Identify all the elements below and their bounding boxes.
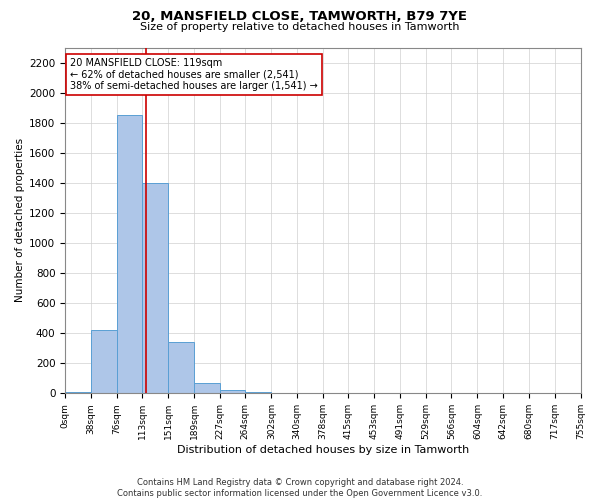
Bar	[142, 183, 168, 394]
Bar	[65, 392, 91, 394]
Bar	[117, 115, 142, 394]
Bar	[168, 342, 194, 394]
Text: 20 MANSFIELD CLOSE: 119sqm
← 62% of detached houses are smaller (2,541)
38% of s: 20 MANSFIELD CLOSE: 119sqm ← 62% of deta…	[70, 58, 318, 91]
Text: Size of property relative to detached houses in Tamworth: Size of property relative to detached ho…	[140, 22, 460, 32]
Text: Contains HM Land Registry data © Crown copyright and database right 2024.
Contai: Contains HM Land Registry data © Crown c…	[118, 478, 482, 498]
Bar	[91, 330, 117, 394]
Y-axis label: Number of detached properties: Number of detached properties	[15, 138, 25, 302]
Bar	[194, 383, 220, 394]
Bar	[245, 392, 271, 394]
Text: 20, MANSFIELD CLOSE, TAMWORTH, B79 7YE: 20, MANSFIELD CLOSE, TAMWORTH, B79 7YE	[133, 10, 467, 23]
X-axis label: Distribution of detached houses by size in Tamworth: Distribution of detached houses by size …	[176, 445, 469, 455]
Bar	[220, 390, 245, 394]
